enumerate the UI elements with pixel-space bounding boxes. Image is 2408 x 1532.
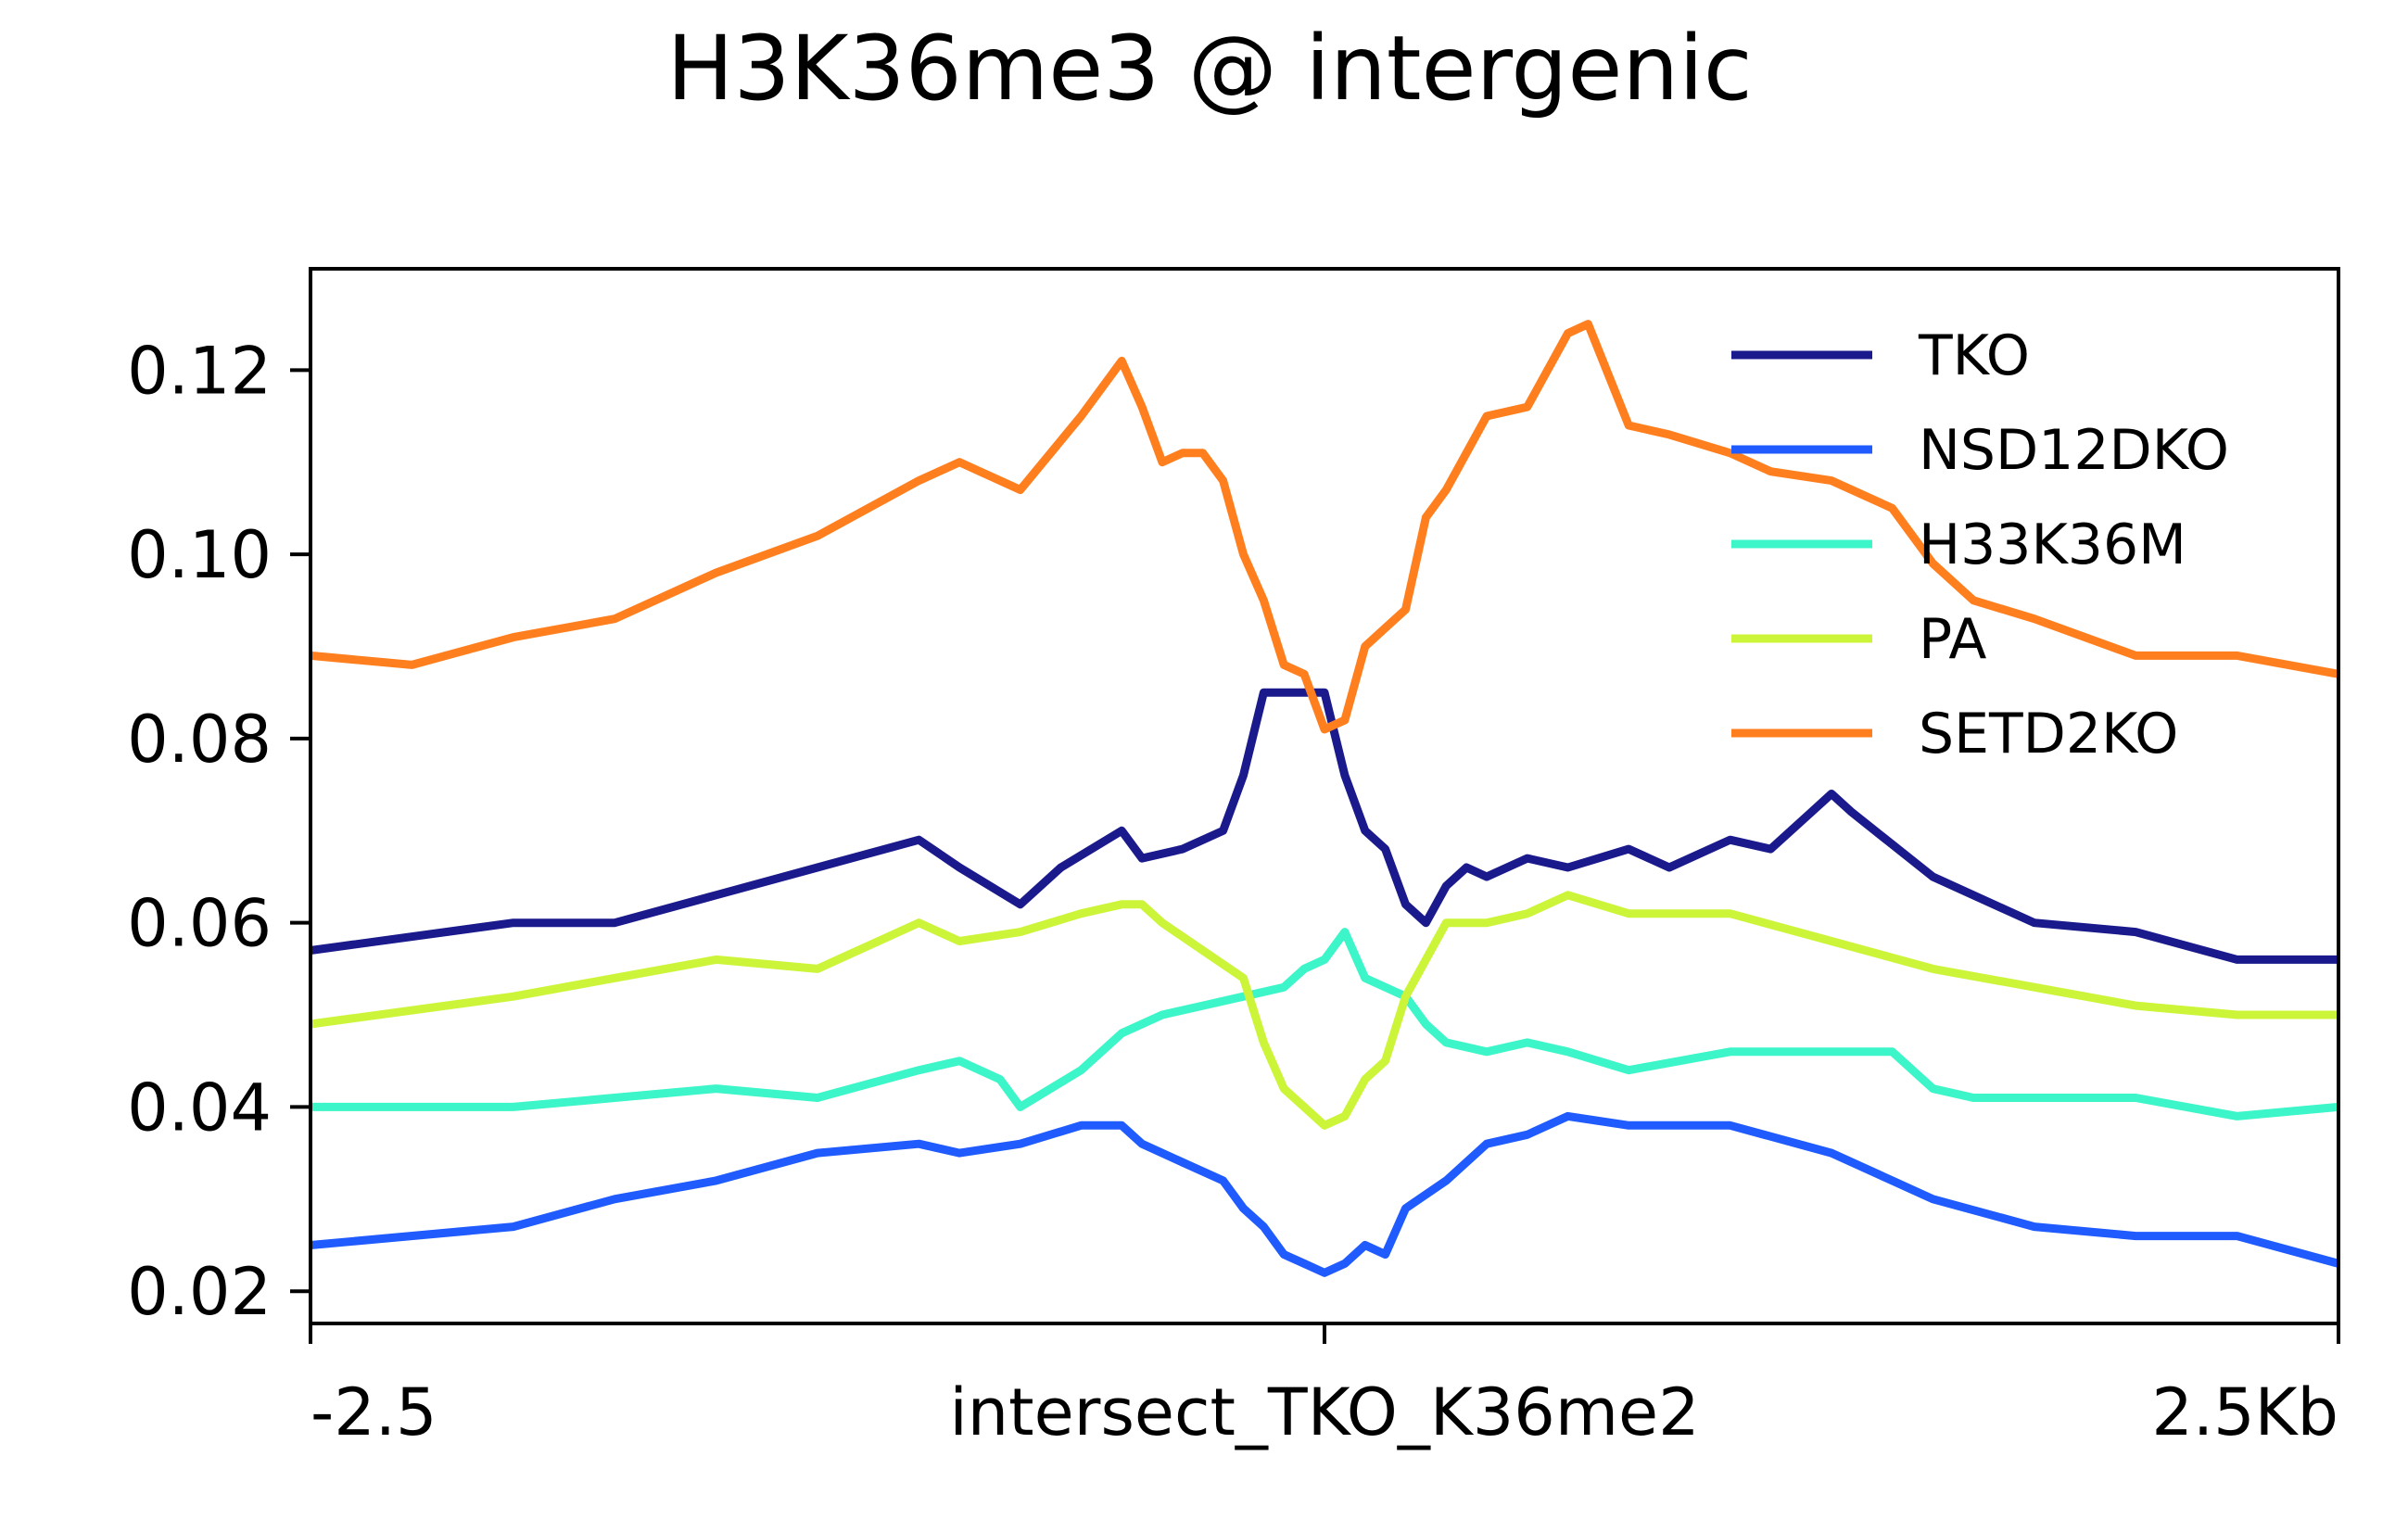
y-tick-label: 0.08 [127,702,272,778]
series-line-tko [310,688,2338,964]
series-line-setd2ko [310,320,2339,734]
y-tick-label: 0.04 [127,1070,272,1146]
x-tick-label: 2.5Kb [2151,1374,2338,1450]
legend: TKO NSD12DKO H33K36M PA SETD2KO [1731,323,2229,766]
y-tick-label: 0.02 [127,1254,272,1330]
y-axis: 0.02 0.04 0.06 0.08 0.10 0.12 [127,333,311,1330]
x-axis: -2.5 intersect_TKO_K36me2 2.5Kb [309,1323,2340,1450]
legend-label-nsd12dko: NSD12DKO [1919,418,2229,483]
series-line-h33k36m [311,928,2339,1121]
y-tick-label: 0.06 [127,886,272,962]
legend-label-h33k36m: H33K36M [1919,513,2186,577]
x-tick-label: -2.5 [311,1374,437,1450]
x-tick-label: intersect_TKO_K36me2 [949,1374,1699,1450]
y-tick-label: 0.12 [127,333,272,409]
legend-label-tko: TKO [1918,323,2030,388]
plot-lines [310,320,2340,1277]
series-line-nsd12dko [310,1111,2340,1277]
chart-title: H3K36me3 @ intergenic [666,17,1752,120]
legend-label-pa: PA [1919,607,1986,672]
series-line-pa [310,891,2338,1130]
y-tick-label: 0.10 [127,517,272,593]
legend-label-setd2ko: SETD2KO [1919,702,2178,766]
